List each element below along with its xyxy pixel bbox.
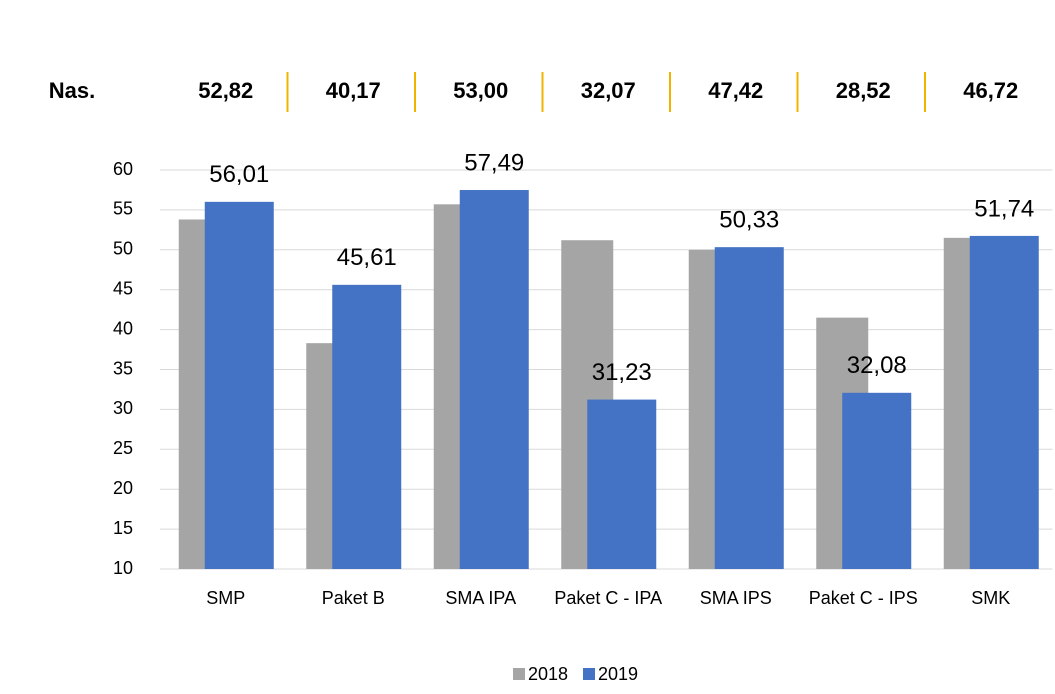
value-label: 45,61 — [337, 244, 397, 271]
y-tick-label: 10 — [113, 558, 133, 578]
national-value: 28,52 — [836, 78, 891, 103]
x-tick-label: Paket C - IPA — [554, 588, 663, 608]
value-label: 56,01 — [209, 161, 269, 188]
national-value: 32,07 — [581, 78, 636, 103]
national-value: 46,72 — [963, 78, 1018, 103]
value-label: 32,08 — [847, 352, 907, 379]
y-tick-label: 25 — [113, 438, 133, 458]
y-tick-label: 55 — [113, 199, 133, 219]
bar — [714, 247, 784, 569]
legend-label: 2019 — [598, 664, 638, 684]
y-tick-label: 40 — [113, 318, 133, 338]
x-tick-label: SMK — [971, 588, 1011, 608]
y-tick-label: 30 — [113, 398, 133, 418]
y-tick-label: 50 — [113, 239, 133, 259]
x-tick-label: Paket B — [321, 588, 385, 608]
national-value: 53,00 — [453, 78, 508, 103]
legend-swatch — [583, 668, 595, 680]
bar — [969, 235, 1039, 569]
y-tick-label: 60 — [113, 159, 133, 179]
x-tick-label: Paket C - IPS — [808, 588, 918, 608]
x-tick-label: SMP — [206, 588, 246, 608]
legend-swatch — [513, 668, 525, 680]
national-value: 52,82 — [198, 78, 253, 103]
y-tick-label: 45 — [113, 278, 133, 298]
value-label: 31,23 — [592, 359, 652, 386]
national-value: 40,17 — [326, 78, 381, 103]
bar — [842, 392, 912, 569]
bar — [332, 284, 402, 569]
value-label: 51,74 — [974, 195, 1034, 222]
bar — [587, 399, 657, 569]
national-value: 47,42 — [708, 78, 763, 103]
value-label: 50,33 — [719, 207, 779, 234]
legend-label: 2018 — [528, 664, 568, 684]
bar — [204, 201, 274, 569]
national-label: Nas. — [49, 78, 95, 103]
y-tick-label: 35 — [113, 358, 133, 378]
x-tick-label: SMA IPS — [699, 588, 772, 608]
bar — [459, 190, 529, 570]
value-label: 57,49 — [464, 149, 524, 176]
y-tick-label: 20 — [113, 478, 133, 498]
y-tick-label: 15 — [113, 518, 133, 538]
x-tick-label: SMA IPA — [445, 588, 517, 608]
